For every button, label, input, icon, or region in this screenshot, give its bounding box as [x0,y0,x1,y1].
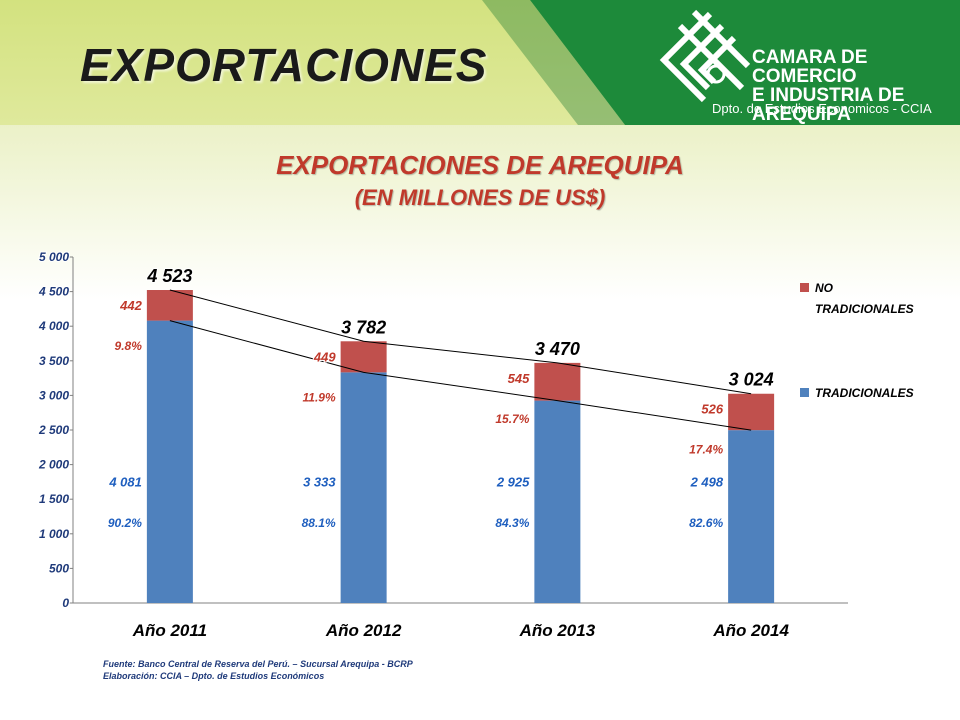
y-tick-label: 5 000 [39,250,69,264]
total-label: 4 523 [146,266,192,286]
y-tick-label: 1 000 [39,527,69,541]
no-tradicionales-share: 15.7% [495,412,529,426]
y-tick-label: 0 [62,596,69,610]
trend-line-tradicionales [169,320,752,431]
tradicionales-label: 4 081 [108,474,142,489]
tradicionales-share: 88.1% [302,516,336,530]
y-tick-label: 1 500 [39,492,69,506]
trend-line-total [169,289,752,395]
bar-tradicionales [728,430,775,603]
tradicionales-label: 2 498 [690,474,724,489]
y-tick-label: 2 500 [38,423,69,437]
no-tradicionales-label: 442 [119,298,142,313]
no-tradicionales-share: 11.9% [302,390,335,404]
tradicionales-share: 82.6% [689,516,723,530]
legend-label-no-tradicionales-line1: NO [815,281,834,295]
bar-tradicionales [340,372,387,603]
no-tradicionales-share: 9.8% [115,339,143,353]
no-tradicionales-share: 17.4% [689,443,723,457]
legend-label-tradicionales: TRADICIONALES [815,386,914,400]
y-tick-label: 4 500 [38,285,69,299]
legend-label-no-tradicionales-line2: TRADICIONALES [815,302,914,316]
tradicionales-label: 3 333 [303,474,336,489]
ccia-logo-icon [659,9,750,103]
total-label: 3 782 [341,317,386,337]
elaboration-note: Elaboración: CCIA – Dpto. de Estudios Ec… [103,671,325,681]
x-category-label: Año 2013 [519,621,596,640]
no-tradicionales-label: 545 [508,371,530,386]
y-tick-label: 3 000 [39,388,69,402]
chart-subtitle: (EN MILLONES DE US$) [354,185,606,210]
org-line-2: E INDUSTRIA DE [752,85,905,106]
bar-tradicionales [534,400,581,603]
source-note: Fuente: Banco Central de Reserva del Per… [103,659,413,669]
no-tradicionales-label: 526 [701,402,723,417]
legend-swatch-tradicionales [800,388,809,397]
bar-tradicionales [146,320,193,603]
org-line-1: CAMARA DE COMERCIO [752,47,868,87]
legend-swatch-no-tradicionales [800,283,809,292]
tradicionales-label: 2 925 [496,474,530,489]
org-line-3: AREQUIPA [752,104,851,125]
no-tradicionales-label: 449 [313,349,336,364]
total-label: 3 470 [535,339,580,359]
tradicionales-share: 84.3% [495,516,529,530]
y-tick-label: 4 000 [38,319,69,333]
bar-no-tradicionales [340,341,387,373]
tradicionales-share: 90.2% [108,516,142,530]
x-category-label: Año 2011 [132,621,207,640]
y-tick-label: 2 000 [38,458,69,472]
total-label: 3 024 [729,370,774,390]
page-title: EXPORTACIONES [80,39,488,91]
org-department: Dpto. de Estudios Economicos - CCIA [712,101,932,116]
bar-no-tradicionales [728,393,775,431]
org-name: CAMARA DE COMERCIO E INDUSTRIA DE AREQUI… [752,48,960,124]
x-category-label: Año 2014 [712,621,789,640]
y-tick-label: 500 [49,561,69,575]
bar-no-tradicionales [534,362,581,401]
bar-no-tradicionales [146,290,193,321]
y-tick-label: 3 500 [39,354,69,368]
chart-title: EXPORTACIONES DE AREQUIPA [276,150,684,180]
x-category-label: Año 2012 [325,621,402,640]
